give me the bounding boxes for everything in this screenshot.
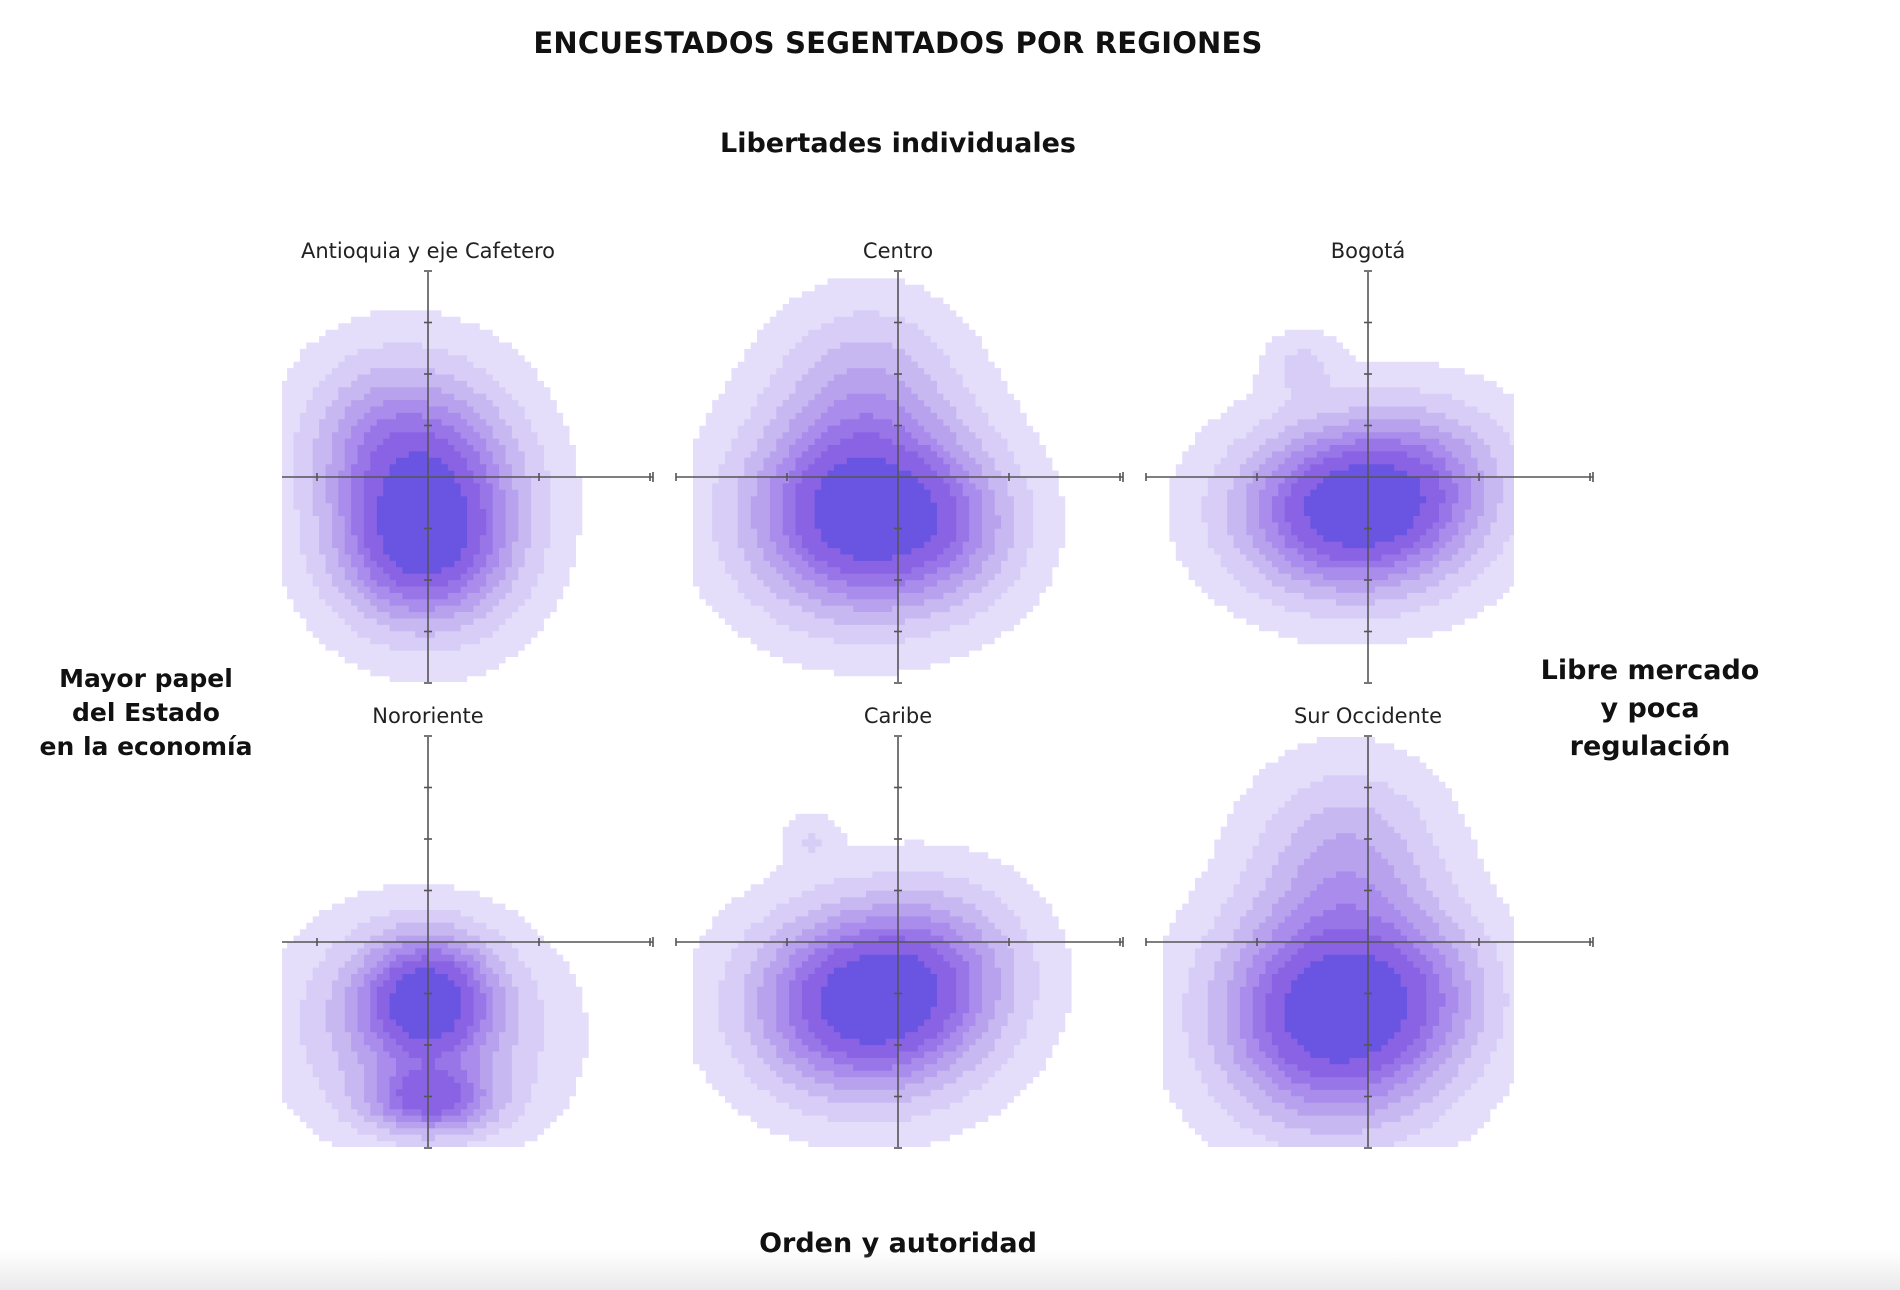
panel-bogota: Bogotá (1145, 239, 1594, 684)
panel-centro: Centro (675, 239, 1124, 684)
panel-title-bogota: Bogotá (1331, 239, 1406, 263)
density-level-8 (821, 954, 937, 1046)
panel-antioquia-y-eje-cafetero: Antioquia y eje Cafetero (282, 239, 654, 684)
panel-title-antioquia-y-eje-cafetero: Antioquia y eje Cafetero (301, 239, 555, 263)
density-caribe (693, 813, 1072, 1147)
panel-title-nororiente: Nororiente (372, 704, 483, 728)
density-level-8 (1284, 954, 1407, 1065)
panel-title-caribe: Caribe (864, 704, 932, 728)
density-level-8 (376, 451, 468, 574)
axis-label-top: Libertades individuales (720, 128, 1076, 159)
density-level-8 (1303, 464, 1427, 549)
panel-title-centro: Centro (863, 239, 933, 263)
panel-sur-occidente: Sur Occidente (1145, 704, 1594, 1149)
density-sur-occidente (1163, 737, 1514, 1147)
axis-label-left: Mayor papel del Estado en la economía (39, 664, 253, 761)
density-nororiente (282, 884, 589, 1147)
density-bogota (1169, 329, 1514, 645)
density-level-8 (389, 967, 461, 1039)
density-level-8 (814, 457, 937, 561)
density-antioquia-y-eje-cafetero (282, 310, 583, 682)
bottom-fade (0, 1250, 1900, 1290)
axis-label-right: Libre mercado y poca regulación (1540, 655, 1760, 762)
chart-title: ENCUESTADOS SEGENTADOS POR REGIONES (533, 26, 1263, 60)
panel-caribe: Caribe (675, 704, 1124, 1149)
panel-nororiente: Nororiente (282, 704, 654, 1149)
panel-title-sur-occidente: Sur Occidente (1294, 704, 1442, 728)
